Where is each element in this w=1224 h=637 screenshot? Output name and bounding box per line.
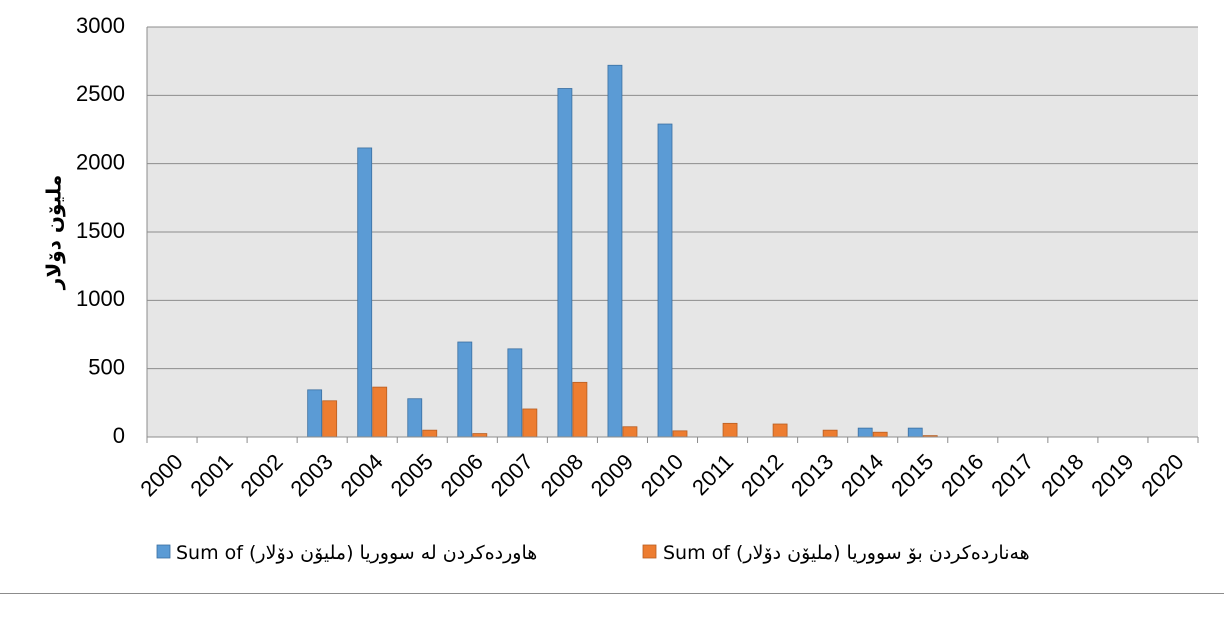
x-tick-label: 2010 [636,449,688,501]
x-tick-label: 2013 [786,449,838,501]
bar-export [673,431,687,437]
y-tick-label: 1500 [76,218,125,243]
y-tick-label: 0 [113,423,125,448]
y-tick-label: 500 [88,354,125,379]
y-tick-label: 3000 [76,13,125,38]
bar-import [308,390,322,437]
x-tick-label: 2020 [1136,449,1188,501]
bottom-divider [0,593,1224,594]
y-axis-label: مليۆن دۆلار [42,175,66,290]
legend-item-import: Sum of هاوردەکردن لە سووریا (مليۆن دۆلار… [157,542,537,564]
bar-export [773,424,787,437]
bar-import [558,89,572,438]
x-tick-label: 2017 [986,449,1038,501]
bar-export [373,387,387,437]
x-tick-label: 2002 [235,449,287,501]
bar-import [858,428,872,437]
bar-import [508,349,522,437]
y-tick-labels: 0 500 1000 1500 2000 2500 3000 [76,13,125,448]
y-tick-label: 1000 [76,286,125,311]
x-tick-label: 2003 [286,449,338,501]
bar-export [823,430,837,437]
x-tick-labels: 2000200120022003200420052006200720082009… [135,449,1188,501]
x-tick-label: 2014 [836,449,888,501]
bar-export [323,401,337,437]
x-tick-label: 2007 [486,449,538,501]
bar-export [873,432,887,437]
x-tick-label: 2008 [536,449,588,501]
y-tick-label: 2500 [76,81,125,106]
legend-label-export: Sum of هەناردەکردن بۆ سووریا (مليۆن دۆلا… [663,542,1030,564]
bar-import [358,148,372,437]
bar-import [608,65,622,437]
bar-export [723,423,737,437]
bar-import [458,342,472,437]
legend: Sum of هاوردەکردن لە سووریا (مليۆن دۆلار… [157,542,1030,564]
bar-export [523,409,537,437]
x-tick-label: 2004 [336,449,388,501]
legend-swatch-import [157,545,170,558]
bar-export [473,434,487,437]
x-tick-label: 2015 [886,449,938,501]
bar-import [908,428,922,437]
x-tick-label: 2016 [936,449,988,501]
bar-export [573,382,587,437]
bar-export [623,427,637,437]
x-tick-label: 2005 [386,449,438,501]
legend-item-export: Sum of هەناردەکردن بۆ سووریا (مليۆن دۆلا… [643,542,1030,564]
x-tick-label: 2000 [135,449,187,501]
x-tick-label: 2012 [736,449,788,501]
bar-export [423,430,437,437]
x-tick-label: 2009 [586,449,638,501]
x-tick-label: 2006 [436,449,488,501]
legend-label-import: Sum of هاوردەکردن لە سووریا (مليۆن دۆلار… [176,542,537,564]
x-tick-label: 2001 [185,449,237,501]
x-tick-label: 2018 [1036,449,1088,501]
x-tick-label: 2011 [687,449,738,500]
y-tick-label: 2000 [76,149,125,174]
bar-import [658,124,672,437]
x-tick-label: 2019 [1086,449,1138,501]
legend-swatch-export [643,545,656,558]
bar-import [408,399,422,437]
